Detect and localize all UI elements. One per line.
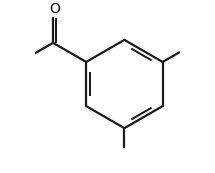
Text: O: O — [49, 2, 60, 16]
